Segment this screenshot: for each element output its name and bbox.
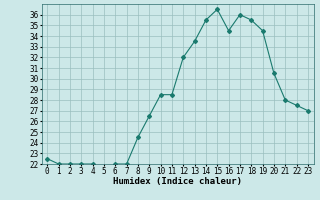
X-axis label: Humidex (Indice chaleur): Humidex (Indice chaleur) (113, 177, 242, 186)
